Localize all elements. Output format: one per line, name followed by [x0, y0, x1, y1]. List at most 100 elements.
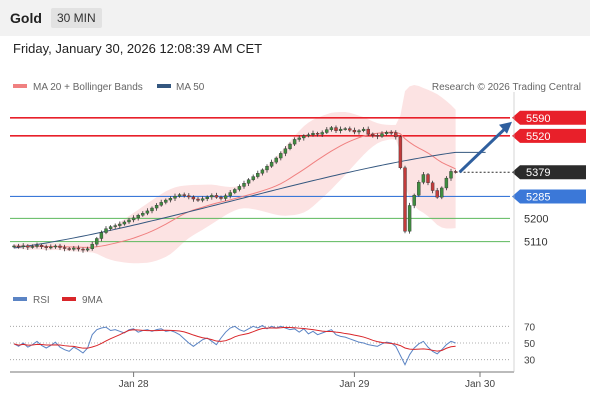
candle-body [196, 198, 200, 201]
candle [16, 243, 21, 249]
candle [67, 246, 71, 251]
candle-body [306, 134, 311, 137]
candle [242, 180, 246, 189]
candle [53, 244, 58, 249]
candle [417, 180, 421, 197]
candle [85, 246, 90, 252]
level-label-5590: 5590 [526, 113, 550, 125]
candle-body [380, 133, 384, 137]
candle [62, 244, 67, 252]
candle [76, 245, 81, 252]
candle-body [150, 207, 154, 212]
candle [269, 159, 274, 168]
rsi-panel: 70 50 30 [10, 322, 536, 367]
candle [407, 202, 412, 234]
candle [104, 226, 108, 235]
timeframe-button[interactable]: 30 MIN [51, 8, 102, 28]
candle [26, 244, 30, 250]
candle [39, 243, 44, 250]
candle-body [449, 171, 453, 179]
candle [191, 195, 196, 202]
candle-body [311, 133, 315, 136]
candle-body [26, 245, 30, 248]
candle [246, 178, 251, 187]
candle-body [95, 238, 99, 245]
candle-body [90, 243, 94, 250]
candle [398, 135, 403, 170]
x-tick-label: Jan 30 [465, 379, 495, 390]
candle-body [444, 177, 449, 189]
candle [375, 133, 380, 140]
level-label-5200: 5200 [524, 213, 548, 225]
candle-body [256, 173, 260, 177]
candle [95, 236, 99, 247]
candle-body [453, 171, 458, 173]
level-label-5520: 5520 [526, 131, 550, 143]
candle [72, 245, 76, 252]
candle-body [127, 219, 131, 223]
candle [136, 213, 140, 221]
candle-body [260, 169, 265, 174]
candle-body [246, 179, 251, 184]
candle [177, 193, 182, 198]
candle [81, 247, 85, 253]
candle [311, 130, 315, 137]
candle-body [58, 245, 62, 248]
candle-body [371, 133, 375, 136]
candle [421, 171, 426, 185]
candle-body [39, 244, 44, 247]
candle-body [228, 192, 232, 196]
candle [453, 169, 458, 174]
candle [12, 244, 16, 249]
candle-body [214, 195, 219, 198]
candle-body [233, 189, 237, 193]
candle [196, 196, 200, 202]
candle-body [210, 195, 214, 198]
chart-datetime: Friday, January 30, 2026 12:08:39 AM CET [13, 41, 263, 56]
copyright-label: Research © 2026 Trading Central [432, 82, 581, 93]
candle-body [292, 139, 297, 145]
level-labels: 5590 5520 5379 5285 5200 5110 [512, 110, 586, 249]
candle-body [164, 199, 168, 203]
level-label-5110: 5110 [524, 237, 548, 249]
level-tag-5590: 5590 [512, 110, 586, 125]
candle-body [407, 205, 412, 232]
candle-body [435, 190, 439, 198]
candle [205, 195, 209, 202]
candle-body [315, 133, 320, 135]
candle-body [118, 223, 122, 226]
rsi-legend-swatch [13, 297, 27, 301]
candle-body [173, 195, 177, 199]
candle [210, 193, 214, 200]
candle [279, 151, 283, 161]
candle-body [131, 217, 136, 221]
candle [338, 126, 343, 134]
candle-body [62, 247, 67, 249]
candle-body [145, 210, 150, 214]
candle-body [191, 196, 196, 200]
candle-body [205, 196, 209, 199]
candle-body [35, 244, 39, 247]
candle [168, 196, 173, 203]
candle [127, 217, 131, 224]
candle [256, 170, 260, 179]
level-tag-5285: 5285 [512, 189, 586, 204]
candle-body [320, 132, 324, 135]
candle-body [288, 143, 292, 149]
ma50-line [13, 151, 486, 249]
candle-body [200, 198, 205, 201]
candle [214, 192, 219, 199]
candle [118, 221, 122, 229]
candle-body [16, 245, 21, 248]
candle [141, 211, 145, 217]
candle-body [219, 197, 223, 199]
rsi-level-label: 70 [524, 322, 536, 333]
candle [260, 168, 265, 176]
candle [49, 244, 53, 250]
level-tag-5379: 5379 [512, 165, 586, 180]
candle [435, 187, 439, 199]
candle-body [343, 128, 347, 130]
candle [90, 241, 94, 251]
candle-body [398, 136, 403, 169]
candle-body [283, 148, 288, 154]
